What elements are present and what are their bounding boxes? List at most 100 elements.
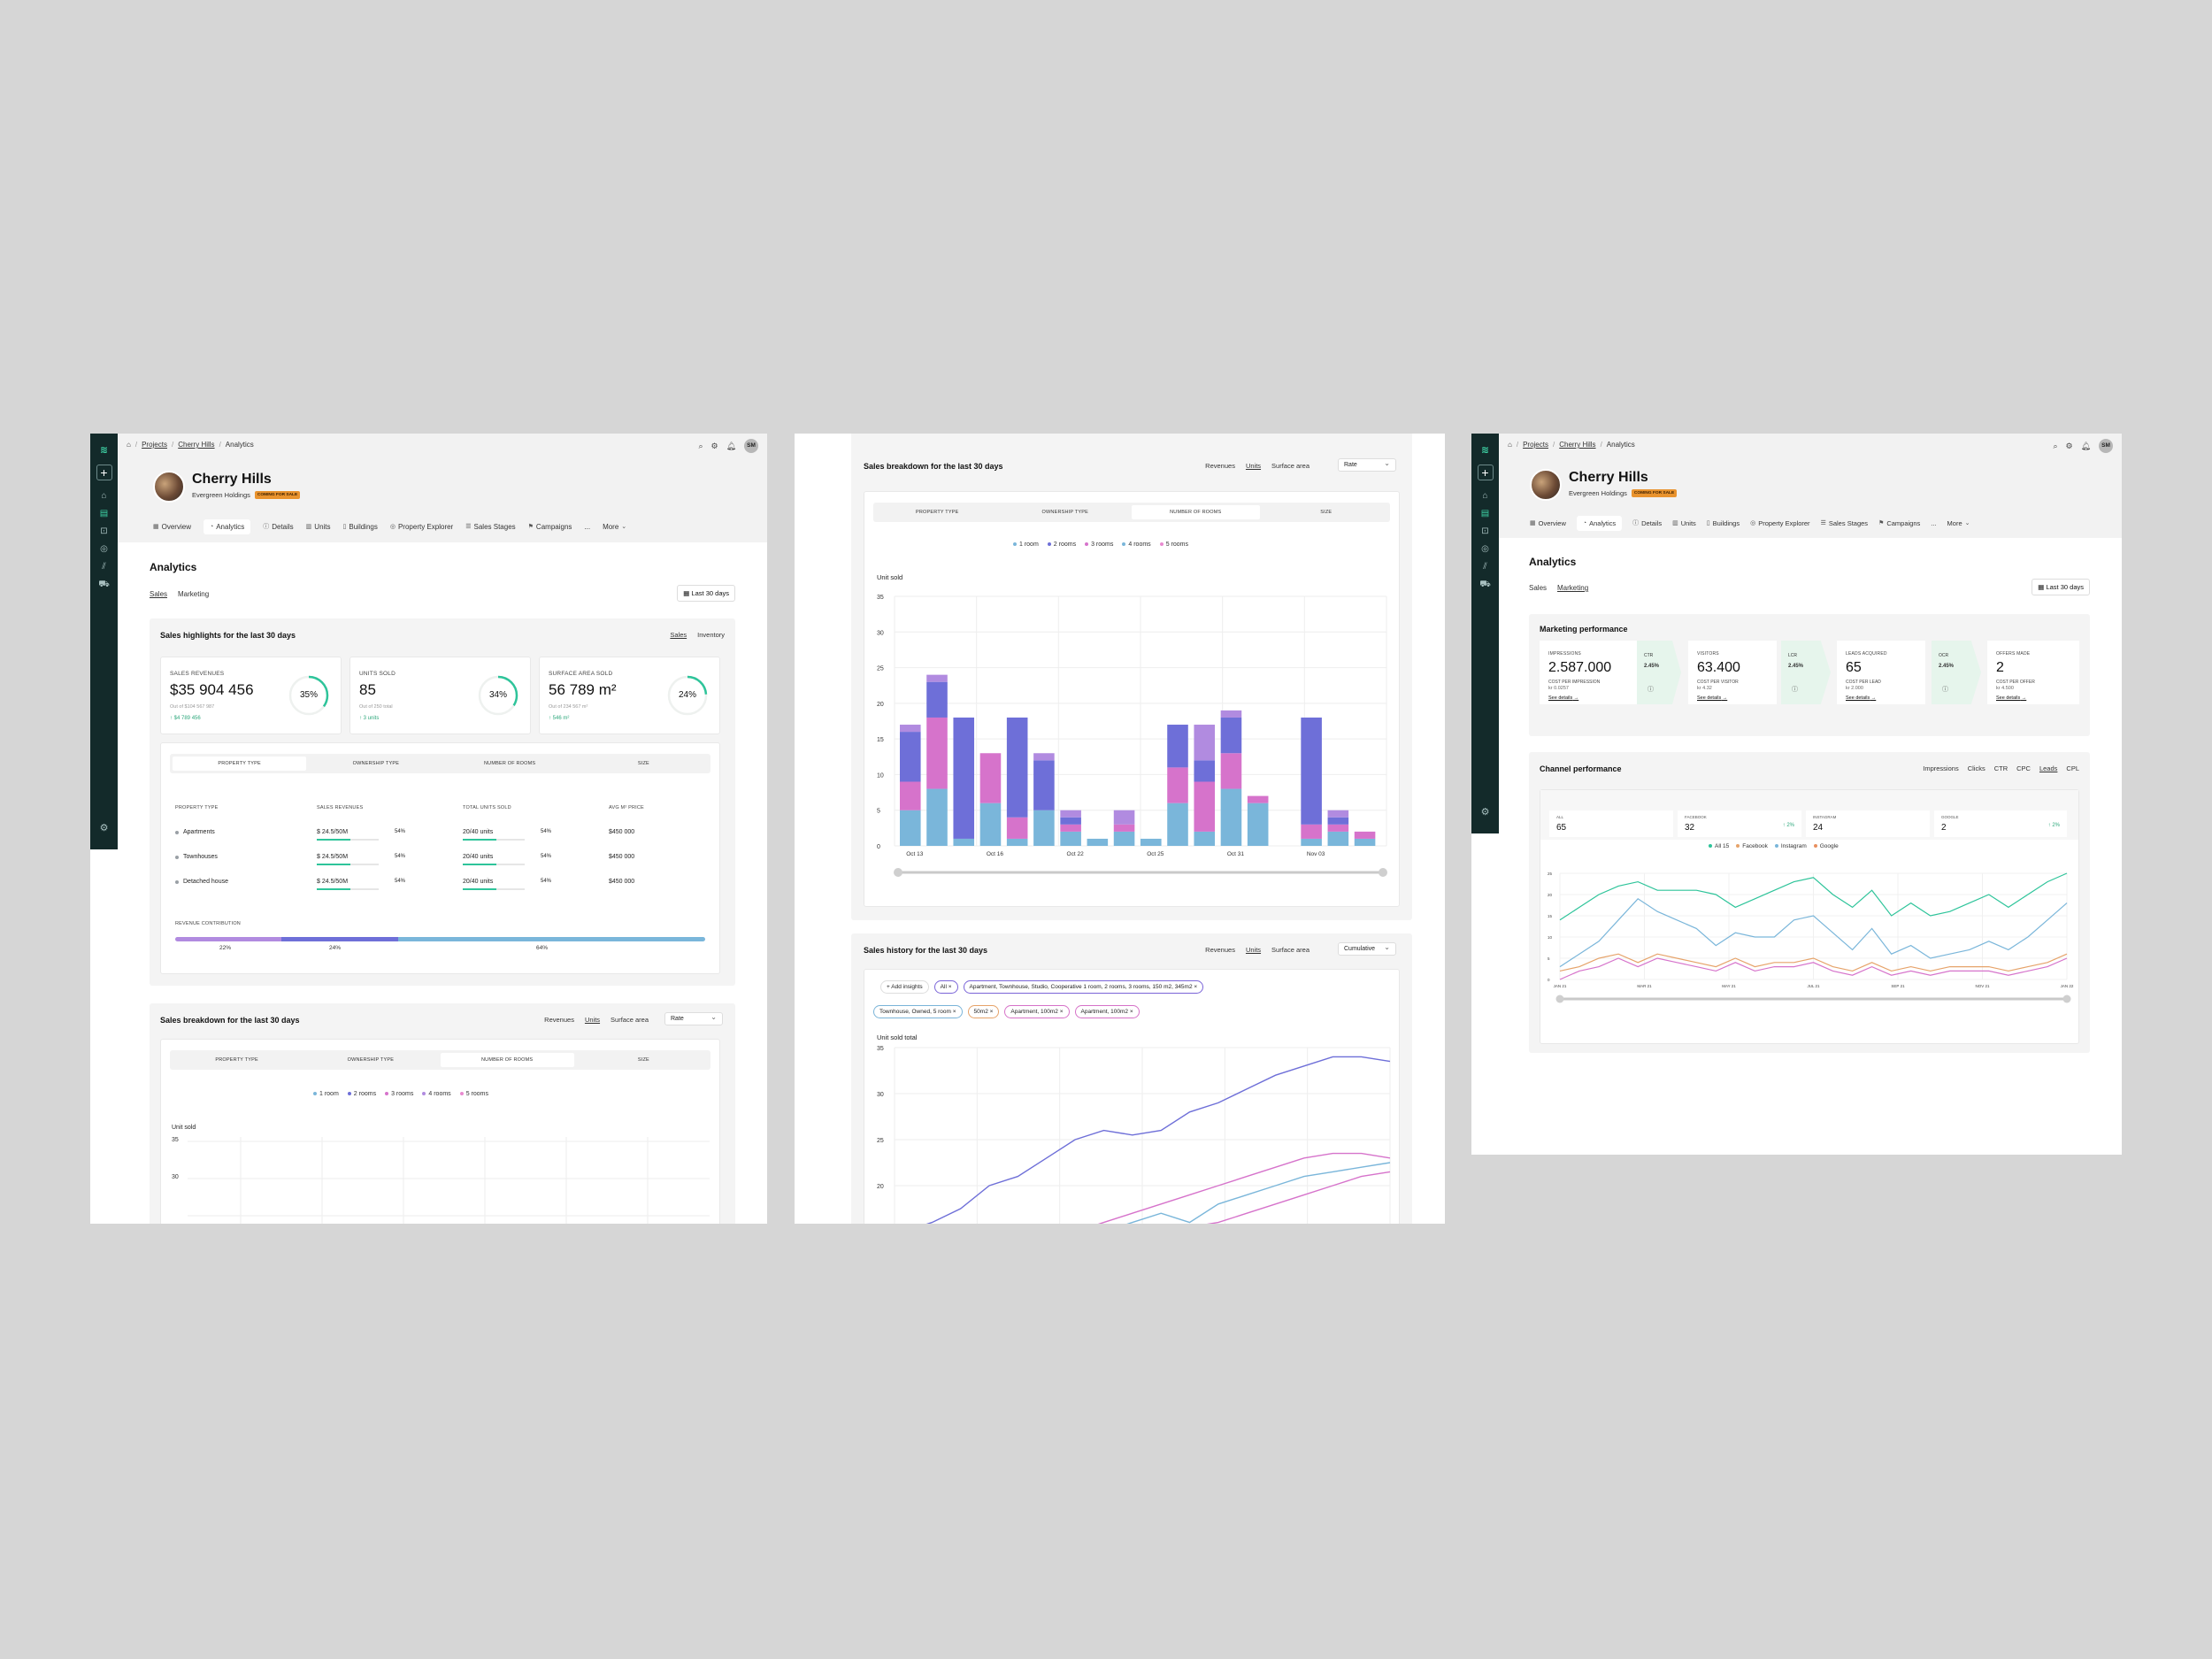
toggle-units[interactable]: Units [1245, 946, 1262, 954]
toggle-ctr[interactable]: CTR [1993, 764, 2008, 772]
insight-chip[interactable]: Apartment, 100m2 × [1004, 1005, 1070, 1018]
bell-icon[interactable]: 🔔︎ [726, 441, 736, 450]
see-details-link[interactable]: See details → [1846, 695, 1877, 701]
toggle-clicks[interactable]: Clicks [1967, 764, 1985, 772]
segment-property-type[interactable]: PROPERTY TYPE [215, 1057, 258, 1063]
tab-analytics[interactable]: ◔ Analytics [203, 518, 251, 534]
search-icon[interactable]: ⌕ [2053, 441, 2058, 450]
segment-number-of-rooms[interactable]: NUMBER OF ROOMS [483, 761, 536, 766]
toggle-inventory[interactable]: Inventory [697, 631, 725, 639]
cart-icon[interactable]: ⛟ [1479, 580, 1491, 589]
gear-icon[interactable]: ⚙ [710, 441, 718, 450]
settings-icon[interactable]: ⚙ [1480, 807, 1490, 818]
presentation-icon[interactable]: ⊡ [100, 526, 108, 536]
segment-size[interactable]: SIZE [637, 1057, 649, 1063]
crumb-projects[interactable]: Projects [142, 441, 167, 449]
insight-chip[interactable]: Apartment, Townhouse, Studio, Cooperativ… [963, 980, 1204, 994]
tab-units[interactable]: ▥ Units [1672, 518, 1696, 527]
tab-property-explorer[interactable]: ◎ Property Explorer [389, 522, 454, 531]
cumulative-select[interactable]: Cumulative [1338, 942, 1396, 956]
avatar[interactable]: SM [2099, 439, 2113, 453]
insight-chip[interactable]: Townhouse, Owned, 5 room × [873, 1005, 963, 1018]
toggle-sales[interactable]: Sales [670, 631, 687, 639]
toggle-surface-area[interactable]: Surface area [1271, 462, 1310, 470]
legend-all[interactable]: All 15 [1709, 843, 1729, 849]
segment-size[interactable]: SIZE [637, 761, 649, 766]
channel-stat-all[interactable]: ALL 65 [1549, 810, 1673, 837]
add-insights-button[interactable]: + Add insights [880, 980, 929, 994]
segment-number-of-rooms[interactable]: NUMBER OF ROOMS [440, 1053, 574, 1067]
tab-overflow[interactable]: ... [1931, 518, 1937, 527]
segment-number-of-rooms[interactable]: NUMBER OF ROOMS [1132, 505, 1260, 519]
crumb-project[interactable]: Cherry Hills [178, 441, 215, 449]
legend-1-room[interactable]: 1 room [1013, 541, 1039, 548]
tab-units[interactable]: ▥ Units [305, 522, 331, 531]
date-range-button[interactable]: ▦ Last 30 days [2032, 579, 2090, 595]
tab-overview[interactable]: ▦ Overview [153, 522, 191, 531]
legend-3-rooms[interactable]: 3 rooms [385, 1091, 413, 1097]
settings-icon[interactable]: ⚙ [99, 823, 109, 833]
legend-2-rooms[interactable]: 2 rooms [347, 1091, 376, 1097]
rate-select[interactable]: Rate [1338, 458, 1396, 472]
analytics-nav-icon[interactable]: ▤ [1480, 509, 1490, 518]
see-details-link[interactable]: See details → [1996, 695, 2027, 701]
legend-google[interactable]: Google [1813, 843, 1839, 849]
segment-ownership-type[interactable]: OWNERSHIP TYPE [1041, 510, 1088, 515]
segment-ownership-type[interactable]: OWNERSHIP TYPE [352, 761, 400, 766]
tab-overview[interactable]: ▦ Overview [1530, 518, 1566, 527]
toggle-revenues[interactable]: Revenues [1205, 462, 1235, 470]
toggle-cpl[interactable]: CPL [2066, 764, 2079, 772]
legend-instagram[interactable]: Instagram [1774, 843, 1807, 849]
crumb-projects[interactable]: Projects [1523, 441, 1548, 449]
cart-icon[interactable]: ⛟ [98, 580, 110, 589]
rate-select[interactable]: Rate [664, 1012, 723, 1025]
table-row[interactable]: Apartments $ 24.5/50M 54% 20/40 units 54% … [175, 829, 707, 841]
subtab-sales[interactable]: Sales [150, 590, 168, 598]
tab-more[interactable]: More ⌄ [603, 522, 627, 531]
toggle-surface-area[interactable]: Surface area [1271, 946, 1310, 954]
toggle-surface-area[interactable]: Surface area [611, 1016, 649, 1024]
table-row[interactable]: Townhouses $ 24.5/50M 54% 20/40 units 54% … [175, 854, 707, 865]
insight-chip[interactable]: All × [933, 980, 958, 994]
tab-details[interactable]: ⓘ Details [1632, 518, 1663, 527]
chart-icon[interactable]: ⫽ [1483, 562, 1487, 572]
legend-1-room[interactable]: 1 room [313, 1091, 339, 1097]
insight-chip[interactable]: Apartment, 100m2 × [1074, 1005, 1140, 1018]
presentation-icon[interactable]: ⊡ [1481, 526, 1489, 536]
home-crumb-icon[interactable]: ⌂ [127, 441, 131, 449]
legend-facebook[interactable]: Facebook [1736, 843, 1768, 849]
toggle-units[interactable]: Units [584, 1016, 601, 1024]
subtab-marketing[interactable]: Marketing [1557, 584, 1589, 592]
info-icon[interactable]: ⓘ [1792, 687, 1798, 693]
tab-campaigns[interactable]: ⚑ Campaigns [1878, 518, 1921, 527]
avatar[interactable]: SM [744, 439, 758, 453]
compass-icon[interactable]: ◎ [100, 544, 108, 554]
toggle-impressions[interactable]: Impressions [1923, 764, 1959, 772]
tab-details[interactable]: ⓘ Details [263, 522, 294, 531]
channel-stat-facebook[interactable]: FACEBOOK 32 ↑ 2% [1678, 810, 1801, 837]
legend-4-rooms[interactable]: 4 rooms [422, 1091, 451, 1097]
tab-property-explorer[interactable]: ◎ Property Explorer [1750, 518, 1810, 527]
toggle-revenues[interactable]: Revenues [544, 1016, 574, 1024]
toggle-cpc[interactable]: CPC [2016, 764, 2031, 772]
legend-5-rooms[interactable]: 5 rooms [459, 1091, 488, 1097]
chart-icon[interactable]: ⫽ [102, 562, 106, 572]
tab-sales-stages[interactable]: ☰ Sales Stages [1820, 518, 1869, 527]
tab-overflow[interactable]: ... [584, 522, 591, 531]
toggle-units[interactable]: Units [1245, 462, 1262, 470]
gear-icon[interactable]: ⚙ [2065, 441, 2073, 450]
toggle-leads[interactable]: Leads [2039, 764, 2058, 772]
legend-4-rooms[interactable]: 4 rooms [1122, 541, 1151, 548]
channel-stat-instagram[interactable]: INSTAGRAM 24 [1806, 810, 1930, 837]
add-button[interactable]: + [1477, 465, 1494, 480]
add-button[interactable]: + [96, 465, 112, 480]
segment-ownership-type[interactable]: OWNERSHIP TYPE [347, 1057, 395, 1063]
subtab-marketing[interactable]: Marketing [178, 590, 210, 598]
insight-chip[interactable]: 50m2 × [967, 1005, 1000, 1018]
segment-property-type[interactable]: PROPERTY TYPE [173, 757, 307, 771]
date-range-button[interactable]: ▦ Last 30 days [677, 585, 735, 602]
home-icon[interactable]: ⌂ [101, 491, 107, 501]
toggle-revenues[interactable]: Revenues [1205, 946, 1235, 954]
analytics-nav-icon[interactable]: ▤ [99, 509, 109, 518]
see-details-link[interactable]: See details → [1697, 695, 1728, 701]
